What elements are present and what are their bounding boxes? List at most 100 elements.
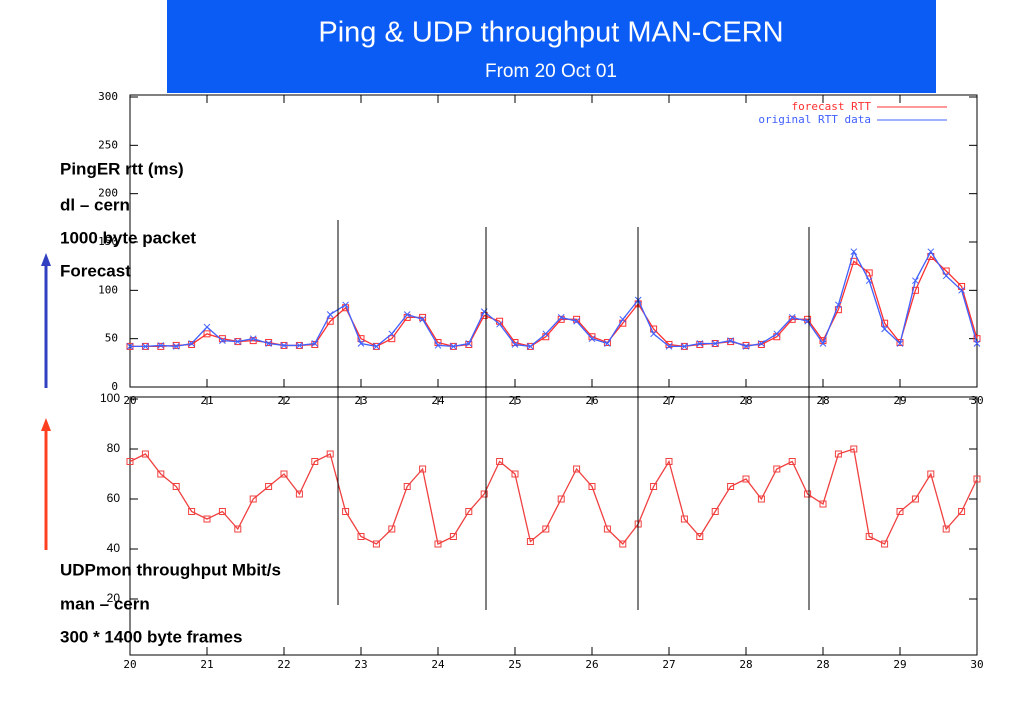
x-tick-label: 27 <box>662 658 675 671</box>
point <box>219 337 226 344</box>
point <box>958 508 966 515</box>
point <box>711 340 719 347</box>
point <box>265 340 272 347</box>
x-tick-label: 28 <box>739 658 752 671</box>
point <box>681 343 688 350</box>
point <box>896 339 904 347</box>
point <box>218 508 226 515</box>
point <box>357 335 365 343</box>
point <box>850 445 858 453</box>
x-tick-label: 23 <box>354 658 367 671</box>
point <box>434 342 442 349</box>
x-tick-label: 29 <box>893 658 906 671</box>
point <box>449 533 457 540</box>
point <box>203 323 211 331</box>
point <box>958 286 965 294</box>
y-tick-label: 80 <box>107 441 121 455</box>
point <box>834 450 842 458</box>
note: Forecast <box>60 261 131 280</box>
note: 1000 byte packet <box>60 228 196 247</box>
point <box>804 490 812 498</box>
x-tick-label: 24 <box>431 658 445 671</box>
point <box>419 465 427 473</box>
point <box>727 483 735 490</box>
point <box>465 508 473 515</box>
y-tick-label: 200 <box>98 187 118 200</box>
point <box>758 340 765 347</box>
point <box>680 515 688 523</box>
point <box>927 470 935 478</box>
point <box>742 343 750 350</box>
legend-label: original RTT data <box>758 113 871 126</box>
point <box>419 315 426 323</box>
point <box>665 343 673 350</box>
point <box>696 340 704 347</box>
point <box>912 277 919 285</box>
point <box>804 317 811 325</box>
point <box>819 500 827 508</box>
note: dl – cern <box>60 195 130 214</box>
point <box>234 525 242 533</box>
point <box>480 490 488 498</box>
point <box>896 340 904 347</box>
point <box>326 311 334 318</box>
point <box>650 483 658 490</box>
point <box>557 315 565 323</box>
point <box>373 343 380 350</box>
point <box>496 320 503 328</box>
point <box>896 508 904 515</box>
point <box>342 301 349 309</box>
point <box>188 340 195 347</box>
point <box>835 301 842 309</box>
point <box>342 508 350 515</box>
series-line <box>130 249 978 348</box>
point <box>788 315 796 323</box>
point <box>604 340 611 347</box>
y-tick-label: 100 <box>98 283 118 296</box>
y-tick-label: 100 <box>100 391 120 405</box>
note: 300 * 1400 byte frames <box>60 627 242 646</box>
point <box>280 470 288 478</box>
plot-frame <box>129 396 978 656</box>
arrow-head <box>41 418 51 431</box>
point <box>450 343 457 350</box>
markers <box>337 220 810 610</box>
point <box>573 315 581 323</box>
point <box>850 248 858 256</box>
x-tick-label: 25 <box>508 658 521 671</box>
point <box>788 458 796 465</box>
point <box>141 450 149 458</box>
point <box>388 525 396 533</box>
point <box>388 335 396 343</box>
point <box>773 465 781 473</box>
y-tick-label: 0 <box>111 380 118 393</box>
point <box>588 483 596 490</box>
point <box>588 333 596 341</box>
y-tick-label: 50 <box>105 332 118 345</box>
point <box>881 319 889 327</box>
point <box>727 337 734 344</box>
point <box>296 342 303 349</box>
point <box>619 540 627 548</box>
point <box>511 341 519 348</box>
note: PingER rtt (ms) <box>60 159 184 178</box>
point <box>295 490 303 498</box>
point <box>172 343 180 350</box>
point <box>388 330 396 338</box>
point <box>588 335 596 343</box>
point <box>973 475 981 483</box>
x-tick-label: 22 <box>277 658 290 671</box>
point <box>573 317 580 325</box>
point <box>757 495 765 503</box>
title-box <box>167 0 936 93</box>
point <box>249 495 257 503</box>
point <box>511 339 519 347</box>
point <box>865 277 873 285</box>
point <box>311 340 319 347</box>
point <box>696 533 704 540</box>
point <box>188 508 196 515</box>
point <box>434 540 442 548</box>
x-tick-label: 21 <box>200 658 213 671</box>
point <box>542 330 550 338</box>
